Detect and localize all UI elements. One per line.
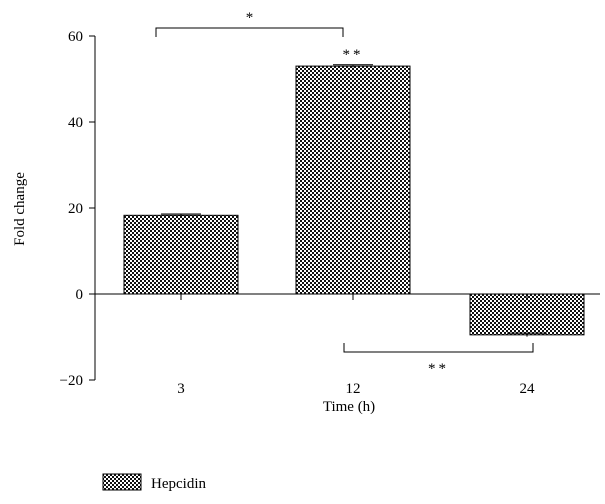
x-tick-label-3: 3 xyxy=(177,381,185,397)
y-tick-label: 0 xyxy=(76,287,84,303)
y-axis: −20 0 20 40 60 xyxy=(60,29,96,389)
bar-3 xyxy=(123,214,239,295)
significance-label: * xyxy=(246,10,254,26)
legend: Hepcidin xyxy=(102,473,206,492)
bar-12 xyxy=(295,65,411,295)
y-tick-label: 60 xyxy=(68,29,83,45)
bars: ** xyxy=(123,47,585,337)
x-tick-label-24: 24 xyxy=(520,381,536,397)
y-axis-label: Fold change xyxy=(12,172,28,246)
y-tick-label: 20 xyxy=(68,201,83,217)
bar-label: ** xyxy=(343,47,364,63)
significance-label: ** xyxy=(428,361,449,377)
legend-label-hepcidin: Hepcidin xyxy=(151,476,206,492)
x-axis-label: Time (h) xyxy=(323,399,375,415)
significance-annotations: *** xyxy=(155,10,534,377)
significance-bracket xyxy=(155,27,344,37)
x-axis-ticks: 3 12 24 xyxy=(177,294,535,397)
y-tick-label: −20 xyxy=(60,373,83,389)
x-tick-label-12: 12 xyxy=(346,381,361,397)
significance-bracket xyxy=(343,343,534,353)
legend-swatch-hepcidin xyxy=(102,473,142,491)
y-tick-label: 40 xyxy=(68,115,83,131)
bar-24 xyxy=(469,293,585,336)
